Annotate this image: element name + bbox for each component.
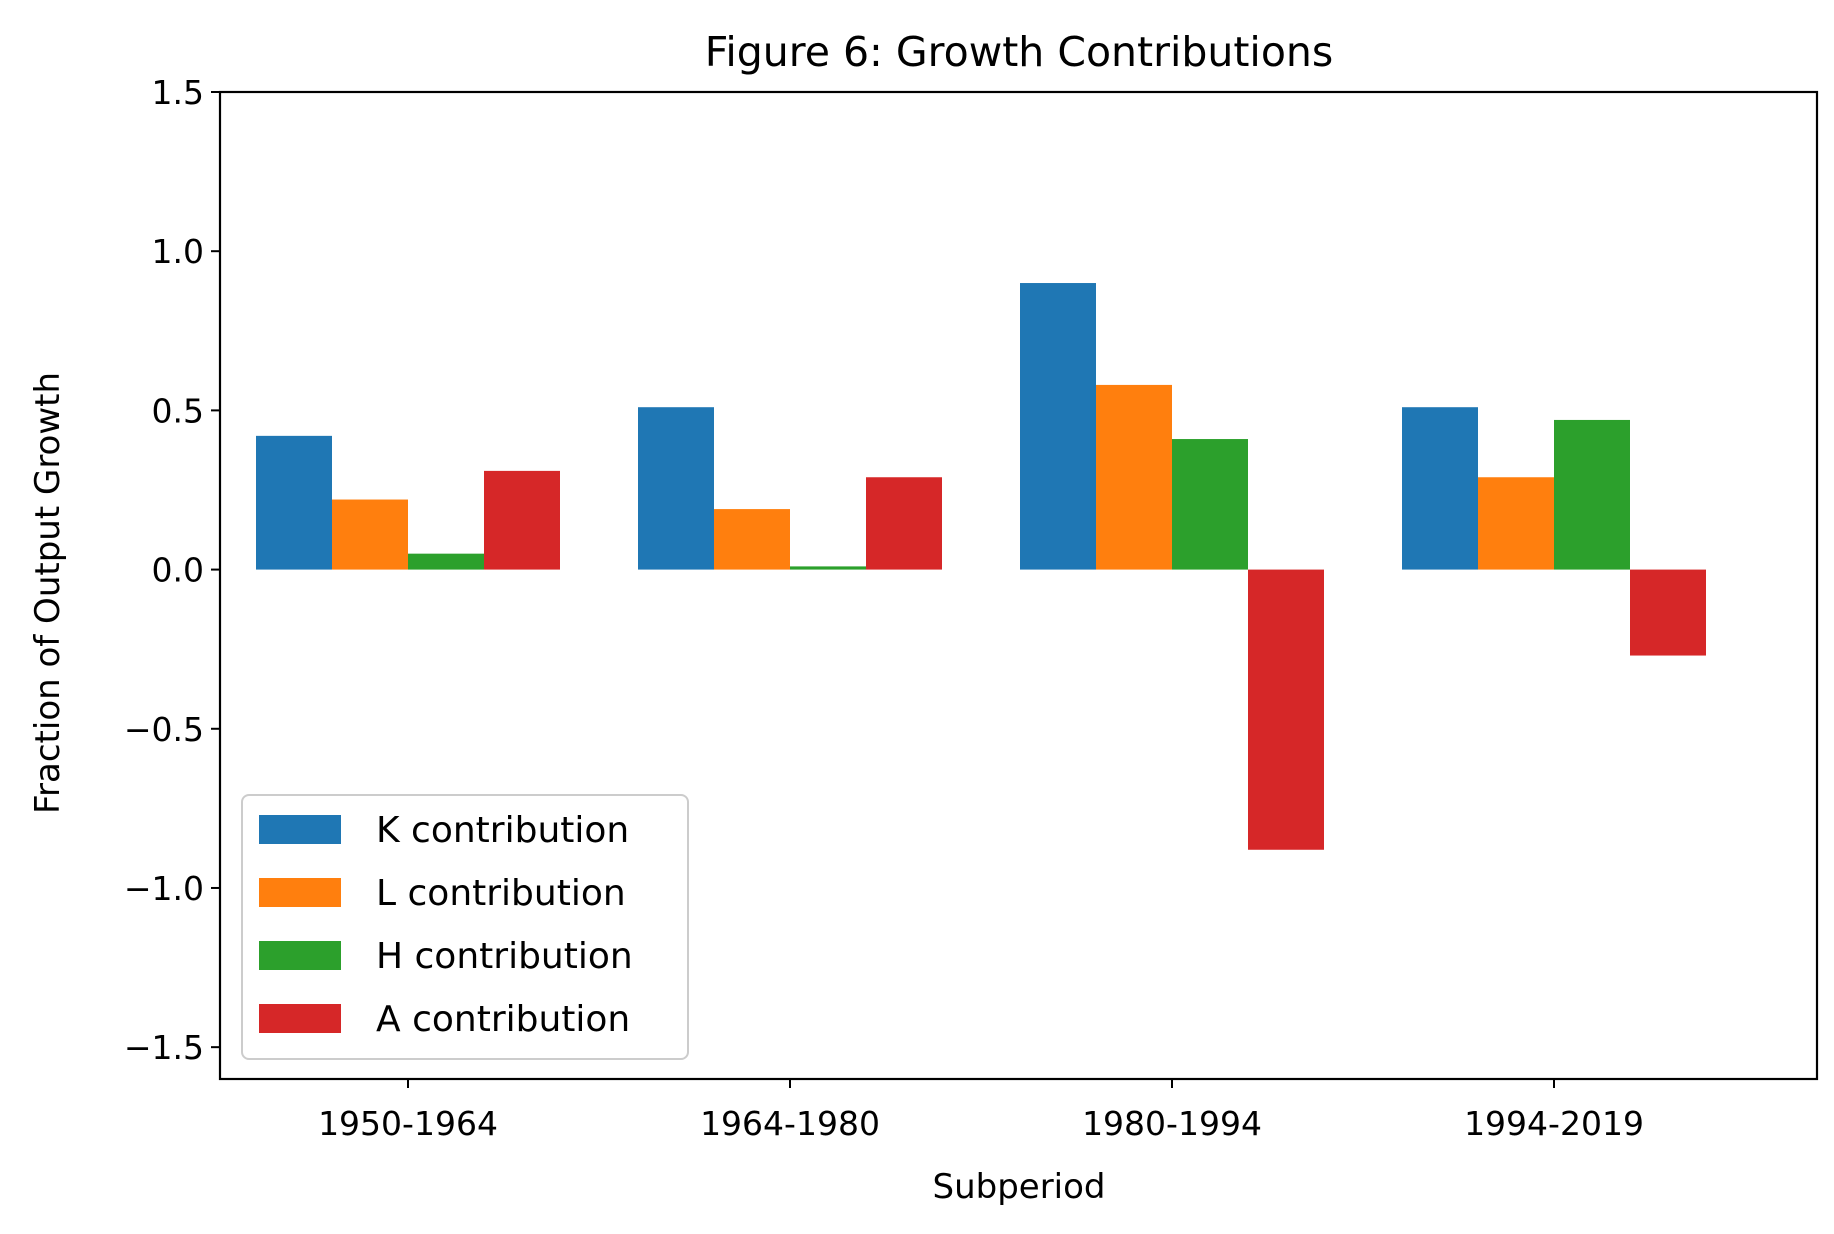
- x-tick-label: 1950-1964: [318, 1104, 498, 1143]
- x-tick-label: 1964-1980: [700, 1104, 880, 1143]
- y-tick-label: 1.5: [152, 73, 204, 112]
- bar-a-1950-1964: [484, 470, 560, 570]
- bar-a-1980-1994: [1248, 569, 1324, 850]
- bar-l-1980-1994: [1096, 384, 1172, 570]
- bar-h-1964-1980: [790, 566, 866, 570]
- y-tick-label: −1.0: [124, 869, 204, 908]
- y-tick-label: 0.5: [152, 391, 204, 430]
- legend-label-a: A contribution: [376, 999, 630, 1040]
- y-tick-label: −0.5: [124, 710, 204, 749]
- x-axis-label: Subperiod: [932, 1167, 1105, 1207]
- x-tick-label: 1994-2019: [1464, 1104, 1644, 1143]
- y-tick-label: −1.5: [124, 1028, 204, 1067]
- legend-swatch-l: [259, 878, 341, 907]
- x-tick-label: 1980-1994: [1082, 1104, 1262, 1143]
- bar-h-1994-2019: [1554, 419, 1630, 570]
- bar-h-1950-1964: [408, 553, 484, 570]
- legend-swatch-h: [259, 941, 341, 970]
- legend-label-h: H contribution: [376, 936, 633, 977]
- bar-a-1964-1980: [866, 477, 942, 570]
- plot-area-frame: [218, 90, 1819, 1081]
- bar-k-1950-1964: [256, 435, 332, 570]
- bar-k-1964-1980: [638, 407, 714, 570]
- bar-k-1994-2019: [1402, 407, 1478, 570]
- y-axis-label: Fraction of Output Growth: [28, 372, 68, 814]
- bar-l-1994-2019: [1478, 477, 1554, 570]
- bar-a-1994-2019: [1630, 569, 1706, 656]
- chart-title: Figure 6: Growth Contributions: [705, 28, 1334, 76]
- legend-label-l: L contribution: [376, 873, 626, 914]
- bar-h-1980-1994: [1172, 439, 1248, 570]
- y-tick-label: 1.0: [152, 232, 204, 271]
- legend-swatch-a: [259, 1004, 341, 1033]
- bars-layer: [256, 283, 1706, 850]
- bar-l-1950-1964: [332, 499, 408, 570]
- legend-label-k: K contribution: [376, 810, 629, 851]
- legend-swatch-k: [259, 815, 341, 844]
- ticks-layer: −1.5 −1.0 −0.5 0.0 0.5 1.0 1.5 1950-1964 1964-19…: [124, 73, 1644, 1143]
- legend-box: [241, 794, 689, 1060]
- y-tick-label: 0.0: [152, 551, 204, 590]
- legend: K contribution L contribution H contributi…: [241, 794, 689, 1060]
- bar-l-1964-1980: [714, 509, 790, 570]
- bar-k-1980-1994: [1020, 283, 1096, 570]
